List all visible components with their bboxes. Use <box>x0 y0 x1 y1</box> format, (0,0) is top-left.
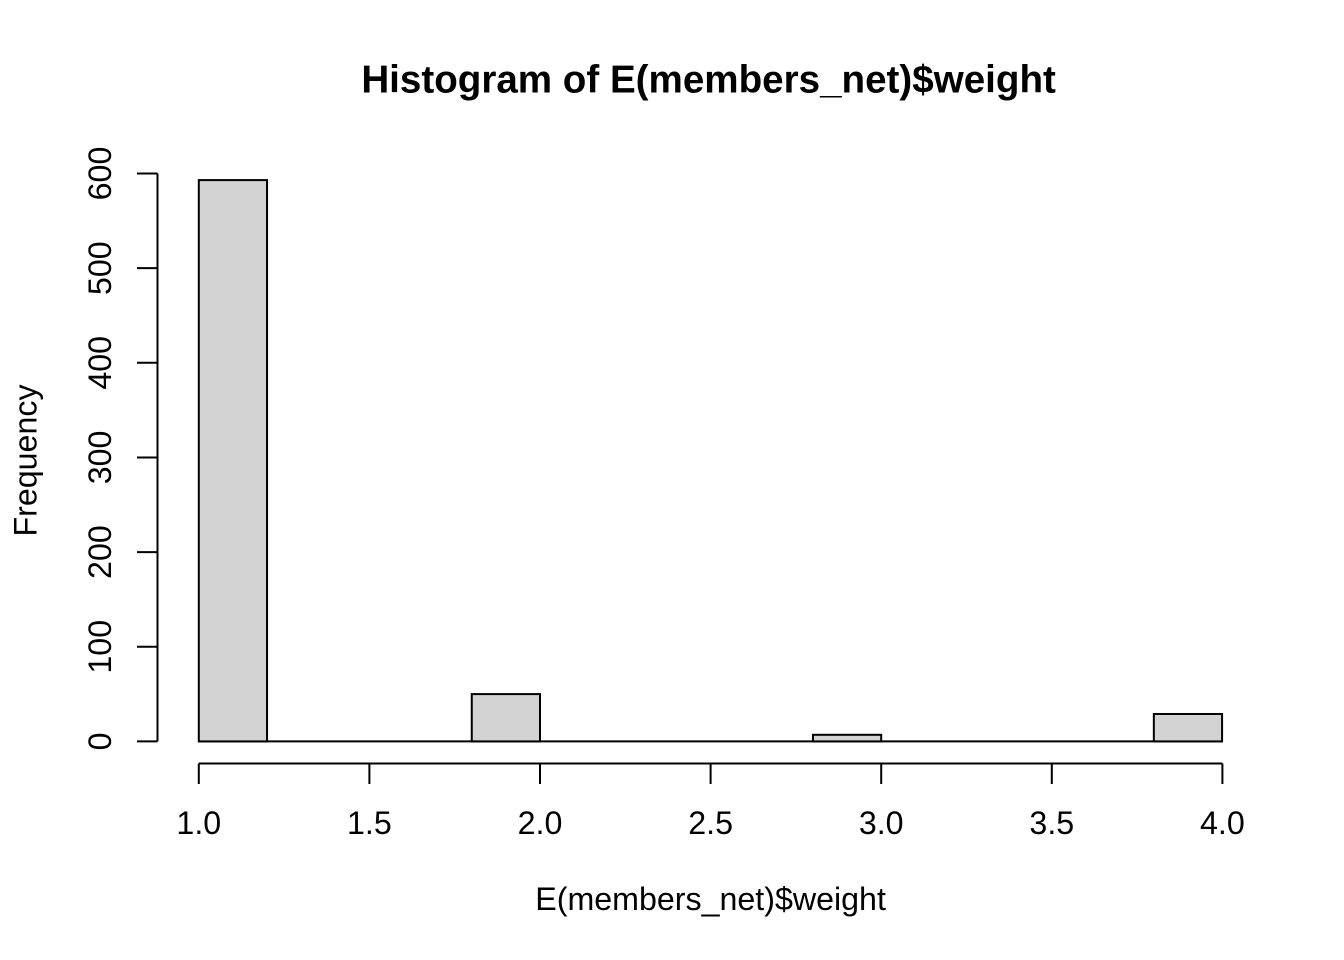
svg-text:500: 500 <box>82 241 118 295</box>
svg-text:4.0: 4.0 <box>1200 805 1245 841</box>
svg-text:400: 400 <box>82 336 118 390</box>
svg-text:3.0: 3.0 <box>859 805 904 841</box>
svg-text:Histogram of E(members_net)$we: Histogram of E(members_net)$weight <box>361 59 1056 102</box>
svg-text:600: 600 <box>82 147 118 201</box>
svg-text:1.5: 1.5 <box>347 805 392 841</box>
svg-text:1.0: 1.0 <box>176 805 221 841</box>
svg-text:E(members_net)$weight: E(members_net)$weight <box>535 881 886 917</box>
svg-text:300: 300 <box>82 431 118 485</box>
svg-text:Frequency: Frequency <box>8 384 44 537</box>
svg-text:2.5: 2.5 <box>688 805 733 841</box>
svg-text:2.0: 2.0 <box>518 805 563 841</box>
svg-text:0: 0 <box>82 732 118 750</box>
svg-text:200: 200 <box>82 525 118 579</box>
svg-text:100: 100 <box>82 620 118 674</box>
svg-text:3.5: 3.5 <box>1029 805 1074 841</box>
